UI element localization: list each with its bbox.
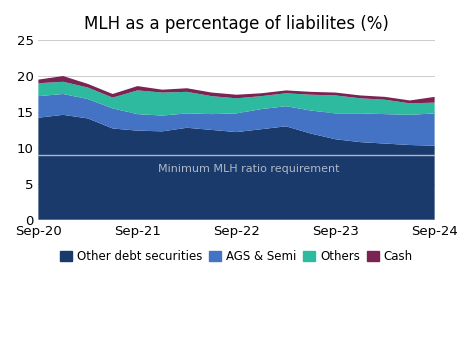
Text: Minimum MLH ratio requirement: Minimum MLH ratio requirement [158,164,340,174]
Legend: Other debt securities, AGS & Semi, Others, Cash: Other debt securities, AGS & Semi, Other… [56,245,417,268]
Title: MLH as a percentage of liabilites (%): MLH as a percentage of liabilites (%) [84,15,389,33]
